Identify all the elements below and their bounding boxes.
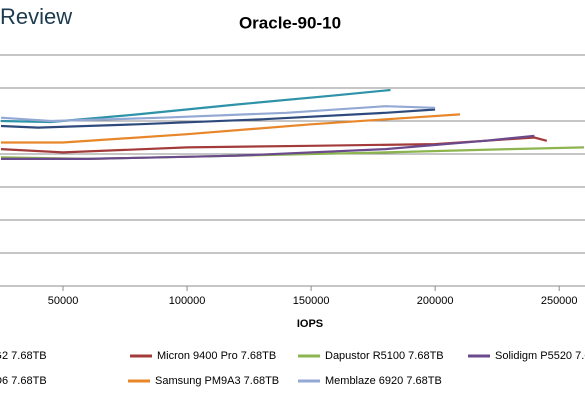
series-line — [0, 88, 391, 124]
legend-label: Samsung PM9A3 7.68TB — [155, 375, 279, 387]
x-axis-label: IOPS — [297, 318, 323, 330]
legend-label: Memblaze 6920 7.68TB — [325, 375, 442, 387]
legend-label: KIOXIA CD6 7.68TB — [0, 375, 47, 387]
brand: Review — [0, 4, 72, 29]
legend-label: Micron 9400 Pro 7.68TB — [157, 350, 276, 362]
x-tick-label: 50000 — [48, 295, 79, 307]
x-tick-label: 200000 — [417, 295, 454, 307]
series-line — [0, 108, 436, 129]
series-line — [0, 136, 548, 154]
series-line — [1, 113, 461, 144]
x-tick-label: 250000 — [541, 295, 578, 307]
x-tick-label: 100000 — [169, 295, 206, 307]
legend-label: Dapustor R5100 7.68TB — [325, 350, 444, 362]
series-line — [1, 134, 535, 160]
legend-label: Solidigm P5520 7.68TB — [495, 350, 585, 362]
chart-title: Oracle-90-10 — [239, 13, 341, 32]
legend-label: Inspur NS8500 G2 7.68TB — [0, 350, 47, 362]
series-line — [0, 105, 436, 123]
x-tick-label: 150000 — [293, 295, 330, 307]
